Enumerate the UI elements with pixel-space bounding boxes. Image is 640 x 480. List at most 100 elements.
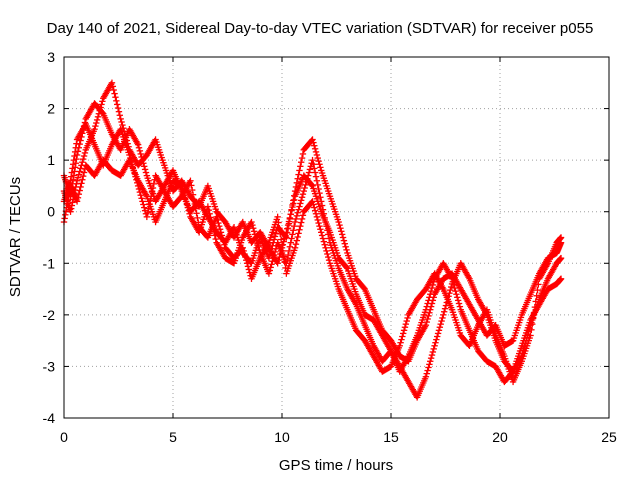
- series-marker: [77, 183, 84, 191]
- series-marker: [421, 323, 429, 330]
- series-marker: [424, 367, 431, 374]
- series-marker: [526, 334, 533, 342]
- series-marker: [130, 167, 137, 174]
- plot-frame: [63, 56, 610, 419]
- series-marker: [135, 185, 143, 193]
- series-marker: [141, 204, 148, 211]
- series-marker: [244, 263, 252, 270]
- series-marker: [277, 230, 284, 238]
- series-marker: [313, 213, 321, 221]
- series-marker: [107, 143, 115, 150]
- series-marker: [191, 200, 198, 208]
- series-marker: [316, 222, 323, 230]
- data-point: [318, 198, 325, 205]
- series-marker: [271, 248, 279, 256]
- series-marker: [297, 197, 305, 204]
- series-marker: [292, 241, 300, 248]
- series-marker: [397, 339, 404, 346]
- series-marker: [314, 181, 321, 189]
- series-marker: [276, 225, 283, 232]
- series-marker: [424, 300, 431, 307]
- series-marker: [311, 207, 319, 214]
- series-marker: [268, 261, 275, 268]
- series-marker: [427, 287, 435, 295]
- series-marker: [439, 284, 446, 291]
- series-marker: [107, 129, 115, 136]
- series-marker: [127, 154, 134, 162]
- series-marker: [312, 148, 320, 156]
- series-marker: [447, 286, 454, 294]
- series-marker: [434, 333, 441, 340]
- series-marker: [62, 211, 69, 219]
- series-marker: [214, 216, 221, 224]
- series-marker: [297, 163, 304, 170]
- series-marker: [324, 250, 331, 258]
- series-marker: [80, 169, 88, 176]
- series-marker: [313, 177, 321, 184]
- series-track-b: [60, 79, 565, 401]
- series-marker: [148, 188, 156, 196]
- series-marker: [452, 287, 459, 295]
- series-marker: [279, 247, 287, 255]
- series-marker: [438, 317, 445, 325]
- data-series: [60, 79, 565, 401]
- series-marker: [280, 253, 287, 260]
- y-tick-label: 0: [47, 204, 55, 220]
- series-marker: [312, 173, 320, 180]
- axis-ticks: [63, 56, 610, 419]
- series-marker: [294, 233, 301, 241]
- series-marker: [298, 194, 306, 201]
- series-marker: [118, 118, 125, 126]
- series-marker: [292, 215, 300, 223]
- series-marker: [316, 189, 323, 197]
- series-marker: [145, 205, 152, 212]
- series-marker: [76, 168, 83, 175]
- series-marker: [465, 325, 472, 332]
- series-marker: [195, 219, 202, 226]
- series-marker: [500, 350, 507, 358]
- series-marker: [342, 263, 349, 270]
- series-marker: [241, 250, 248, 258]
- data-point: [309, 156, 316, 164]
- series-marker: [299, 190, 307, 198]
- series-marker: [69, 165, 76, 172]
- series-marker: [517, 360, 525, 367]
- series-track-d: [60, 120, 565, 386]
- series-marker: [298, 215, 306, 223]
- series-marker: [288, 207, 295, 214]
- series-marker: [447, 304, 455, 311]
- x-tick-label: 20: [492, 429, 508, 445]
- series-marker: [97, 104, 104, 111]
- series-marker: [67, 173, 75, 180]
- series-marker: [66, 206, 74, 213]
- series-marker: [425, 297, 432, 304]
- series-marker: [221, 241, 228, 248]
- series-marker: [188, 182, 195, 189]
- series-marker: [243, 260, 251, 267]
- series-marker: [318, 202, 326, 209]
- series-marker: [245, 266, 253, 273]
- series-marker: [429, 348, 437, 356]
- data-point: [73, 177, 81, 184]
- x-tick-label: 15: [383, 429, 399, 445]
- series-marker: [76, 187, 83, 194]
- series-marker: [270, 251, 278, 259]
- data-point: [134, 182, 142, 190]
- series-marker: [336, 221, 343, 229]
- series-marker: [290, 227, 297, 234]
- y-tick-label: 3: [47, 49, 55, 65]
- series-marker: [218, 232, 226, 239]
- series-marker: [295, 171, 302, 178]
- series-marker: [131, 170, 138, 177]
- series-marker: [285, 218, 293, 225]
- series-marker: [337, 225, 344, 232]
- series-marker: [112, 94, 119, 101]
- series-marker: [441, 305, 449, 312]
- series-marker: [305, 169, 313, 176]
- data-point: [431, 342, 438, 349]
- series-marker: [311, 145, 319, 152]
- series-marker: [189, 191, 197, 198]
- series-marker: [186, 210, 193, 217]
- series-marker: [423, 370, 430, 377]
- series-marker: [217, 229, 225, 236]
